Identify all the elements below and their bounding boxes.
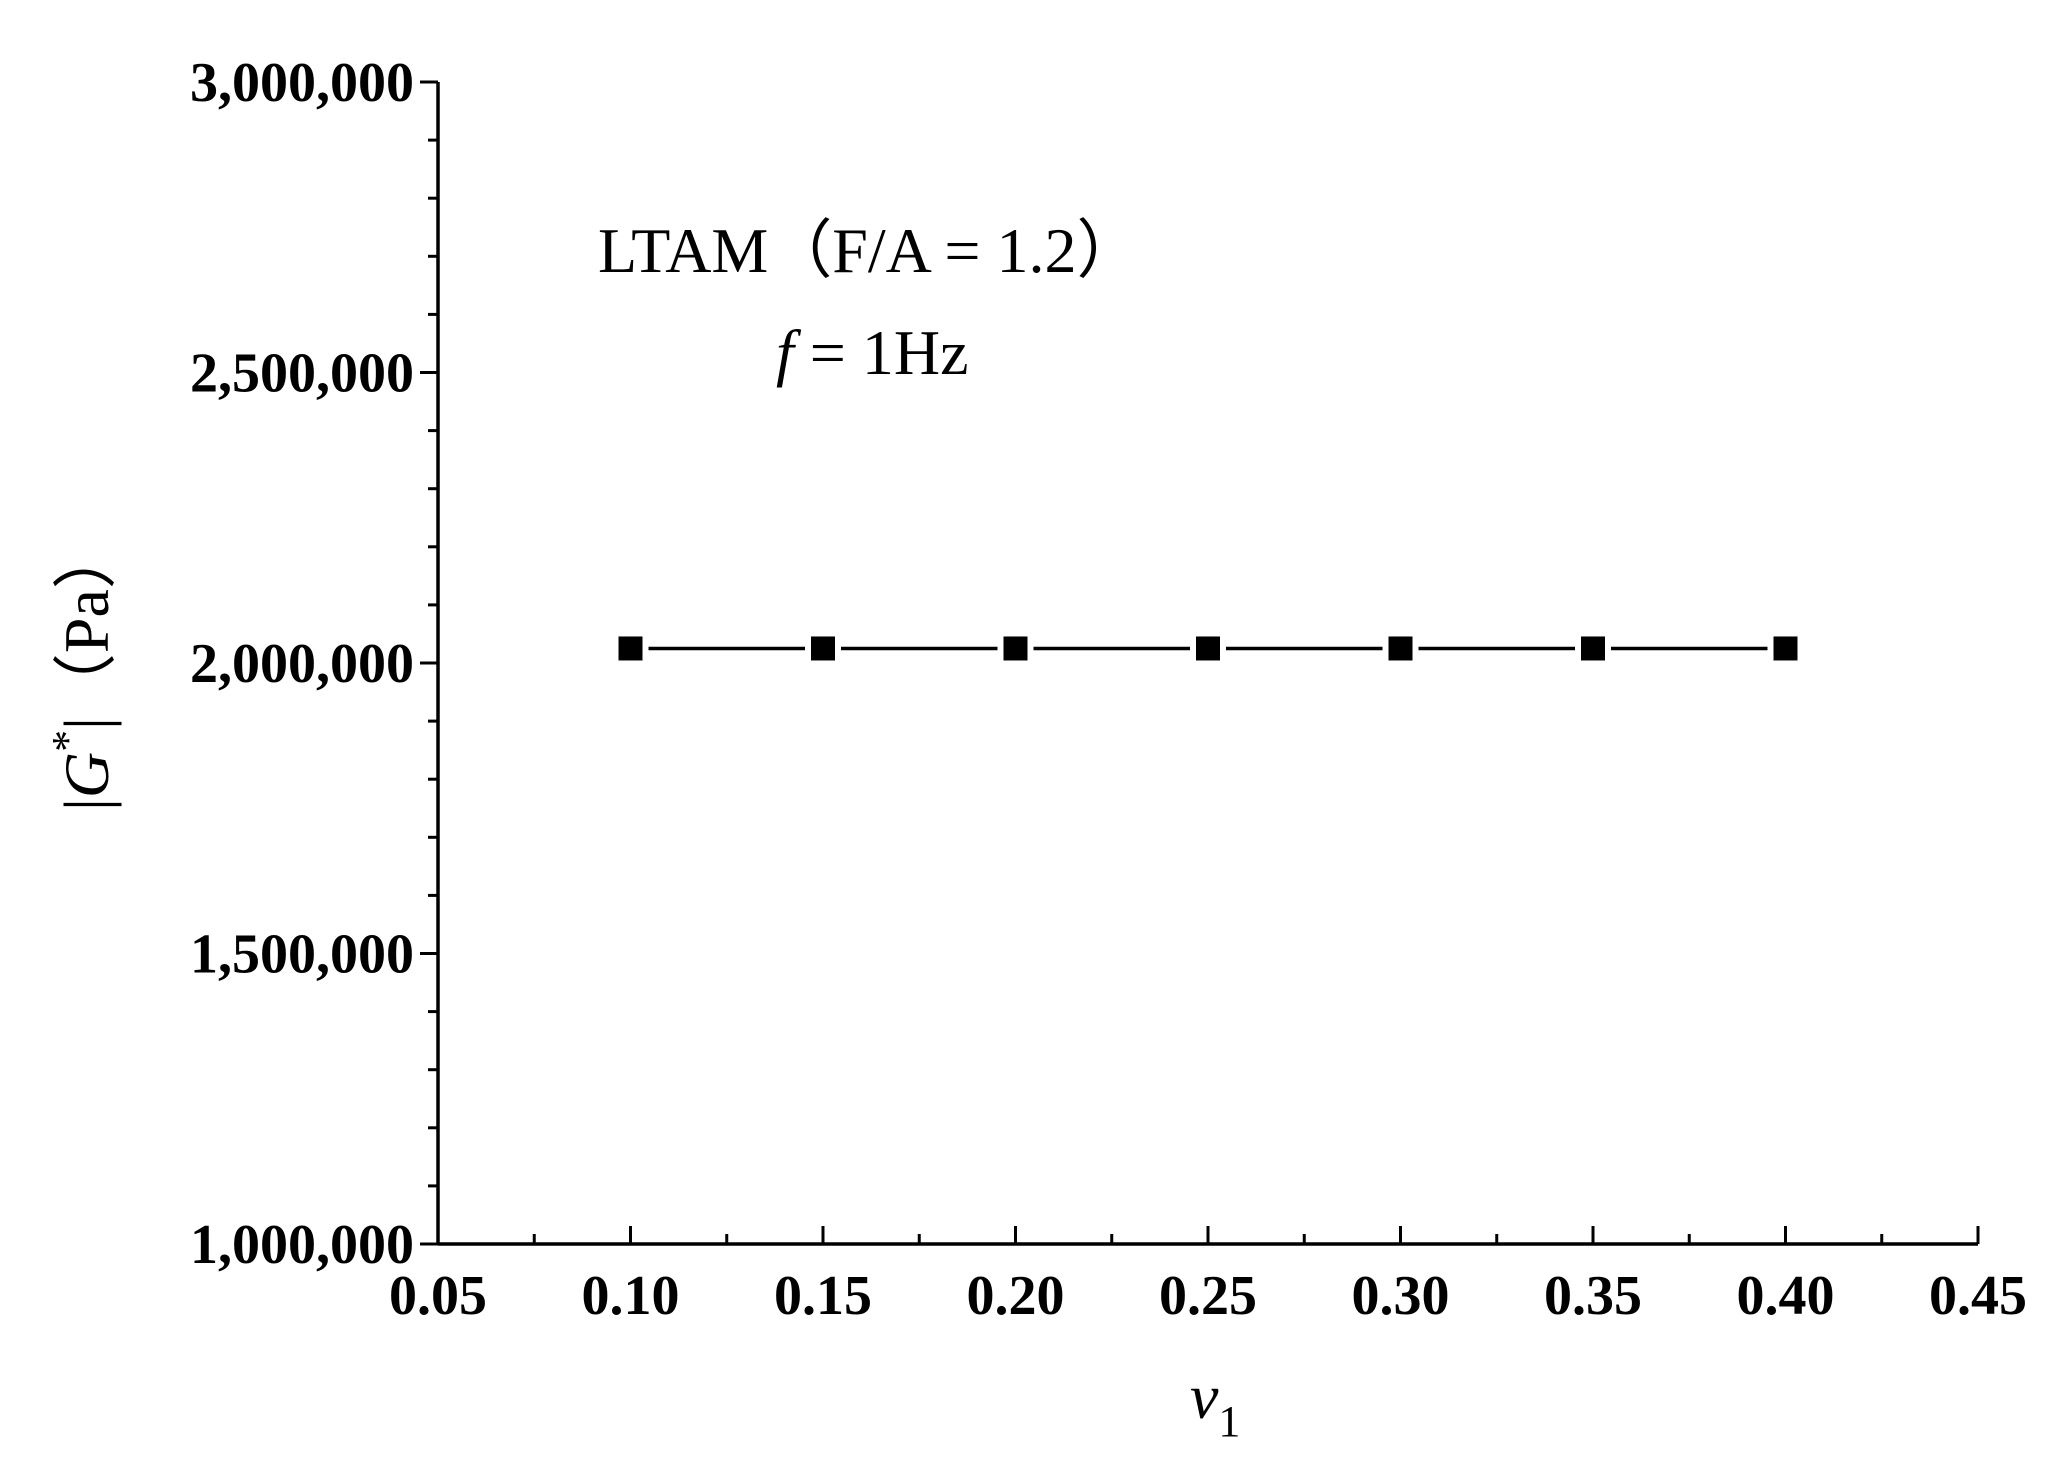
annotation-frequency-value: = 1Hz [794,317,969,388]
x-axis-title: v1 [1190,1361,1240,1446]
x-axis-title-subscript: 1 [1218,1397,1240,1446]
x-tick-label: 0.45 [1929,1265,2027,1327]
x-tick-label: 0.40 [1737,1265,1835,1327]
y-tick-label: 3,000,000 [190,52,414,114]
x-tick-label: 0.35 [1544,1265,1642,1327]
y-tick-label: 2,000,000 [190,633,414,695]
x-tick-label: 0.25 [1159,1265,1257,1327]
y-tick-label: 2,500,000 [190,343,414,405]
y-tick-label: 1,000,000 [190,1214,414,1276]
annotation-frequency: f = 1Hz [776,317,969,388]
x-tick-label: 0.20 [967,1265,1065,1327]
y-tick-label: 1,500,000 [190,924,414,986]
tick-labels: 0.05 0.10 0.15 0.20 0.25 0.30 0.35 0.40 0.45 1,00… [190,52,2027,1327]
y-axis-title: |G*|（Pa） [43,525,122,811]
y-axis-title-unit: （Pa） [51,525,122,717]
x-tick-label: 0.15 [774,1265,872,1327]
y-axis-title-symbol: G [51,752,122,798]
x-axis-title-symbol: v [1190,1361,1219,1432]
x-tick-label: 0.10 [582,1265,680,1327]
y-axis-title-bar-left: | [51,798,122,811]
data-point-marker [618,636,643,661]
y-axis-title-superscript: * [43,730,92,752]
data-point-marker [1773,636,1798,661]
x-tick-label: 0.05 [389,1265,487,1327]
x-tick-label: 0.30 [1352,1265,1450,1327]
data-point-marker [1581,636,1605,661]
data-series [618,636,1798,661]
data-point-marker [1388,636,1413,661]
y-axis-title-bar-right: | [51,717,122,730]
data-point-marker [811,636,835,661]
data-point-marker [1003,636,1028,661]
data-point-marker [1196,636,1220,661]
annotation-ltam: LTAM（F/A = 1.2） [598,215,1140,286]
